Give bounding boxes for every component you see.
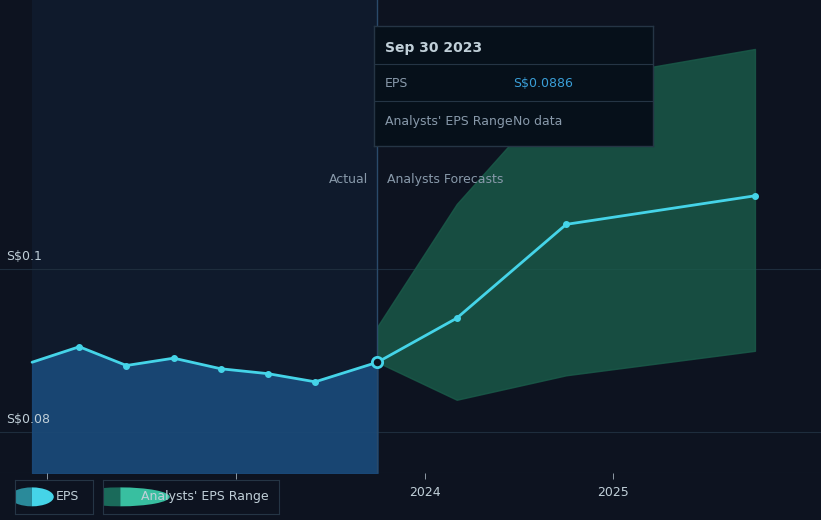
Text: S$0.08: S$0.08 bbox=[6, 413, 49, 426]
Point bbox=[214, 365, 227, 373]
Text: S$0.0886: S$0.0886 bbox=[513, 77, 573, 90]
Bar bbox=[32, 0, 378, 473]
Point bbox=[120, 361, 133, 370]
Text: Analysts Forecasts: Analysts Forecasts bbox=[387, 173, 503, 186]
Point bbox=[167, 354, 180, 362]
Point bbox=[261, 370, 274, 378]
Text: Analysts' EPS Range: Analysts' EPS Range bbox=[141, 490, 269, 503]
Text: S$0.1: S$0.1 bbox=[6, 250, 42, 263]
Point bbox=[371, 358, 384, 367]
Wedge shape bbox=[71, 487, 121, 506]
Wedge shape bbox=[10, 487, 32, 506]
Wedge shape bbox=[120, 487, 170, 506]
Point bbox=[450, 314, 463, 322]
Text: Analysts' EPS Range: Analysts' EPS Range bbox=[385, 115, 512, 128]
Text: Actual: Actual bbox=[328, 173, 368, 186]
Point bbox=[309, 378, 322, 386]
Wedge shape bbox=[32, 487, 54, 506]
Point bbox=[73, 343, 86, 351]
Point bbox=[749, 192, 762, 200]
Text: Sep 30 2023: Sep 30 2023 bbox=[385, 41, 482, 55]
Point bbox=[560, 220, 573, 228]
Text: EPS: EPS bbox=[385, 77, 408, 90]
Text: EPS: EPS bbox=[55, 490, 79, 503]
Text: No data: No data bbox=[513, 115, 562, 128]
